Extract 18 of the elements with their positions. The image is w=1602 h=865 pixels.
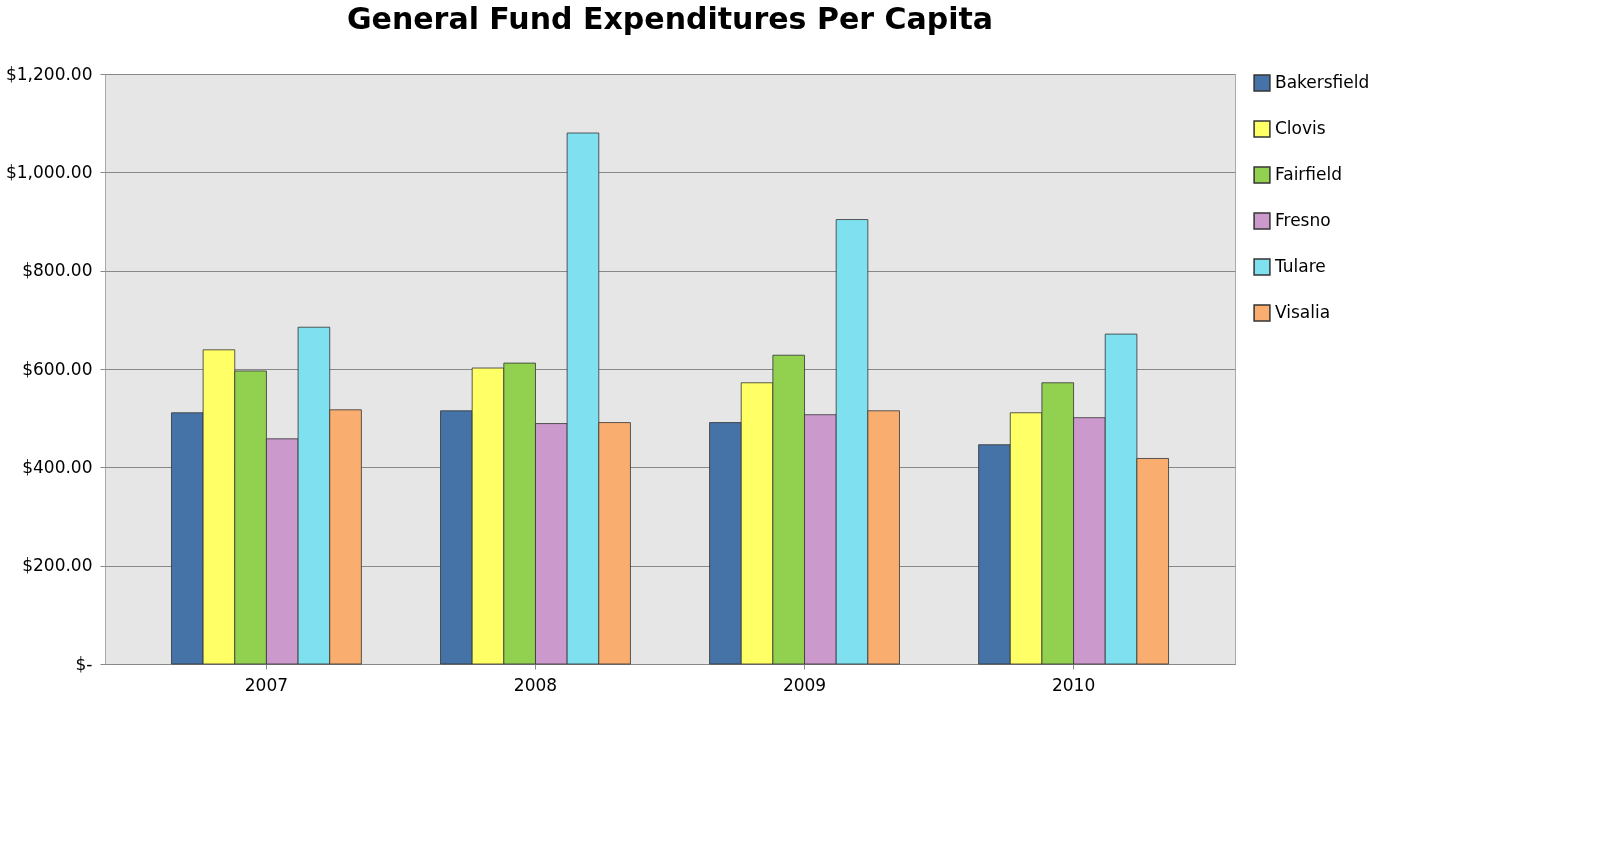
legend-label: Fairfield [1275, 164, 1343, 184]
x-tick-label: 2009 [782, 674, 827, 695]
legend-label: Visalia [1275, 302, 1331, 322]
chart-title: General Fund Expenditures Per Capita [346, 1, 994, 36]
x-tick-label: 2010 [1051, 674, 1096, 695]
legend-label: Clovis [1275, 118, 1326, 138]
y-tick-label: $400.00 [22, 456, 93, 477]
y-tick-label: $600.00 [22, 358, 93, 379]
x-tick-label: 2007 [244, 674, 289, 695]
legend-label: Fresno [1275, 210, 1331, 230]
y-tick-label: $800.00 [22, 260, 93, 281]
legend-label: Tulare [1274, 256, 1326, 276]
y-tick-label: $200.00 [22, 555, 93, 576]
y-tick-label: $1,000.00 [5, 161, 93, 182]
y-tick-label: $- [75, 653, 93, 674]
y-tick-label: $1,200.00 [5, 63, 93, 84]
x-tick-label: 2008 [513, 674, 558, 695]
legend-label: Bakersfield [1275, 72, 1370, 92]
